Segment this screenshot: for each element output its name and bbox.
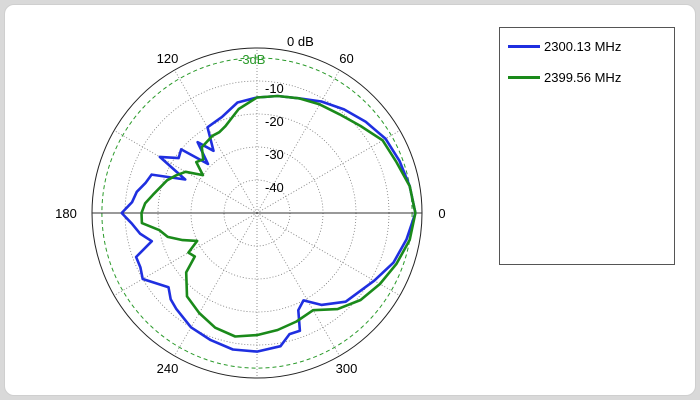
ring-label-4: -40 [265, 180, 284, 195]
angle-label-120: 120 [157, 51, 179, 66]
legend-label-series-2: 2399.56 MHz [544, 69, 622, 85]
grid-spoke-150 [113, 130, 258, 214]
angle-label-240: 240 [157, 361, 179, 376]
grid-spoke-300 [256, 212, 340, 357]
angle-label-60: 60 [339, 51, 353, 66]
ring-label-2: -20 [265, 114, 284, 129]
grid-spoke-120 [174, 69, 258, 214]
ring-label-3: -30 [265, 147, 284, 162]
ring-label-0db: 0 dB [287, 34, 314, 49]
grid-spoke-240 [174, 212, 258, 357]
legend-swatch-series-2 [508, 75, 540, 79]
series-line-2 [140, 94, 417, 338]
angle-label-300: 300 [336, 361, 358, 376]
grid-spoke-30 [256, 130, 401, 214]
reference-label: -3dB [238, 52, 265, 67]
grid-spoke-210 [113, 212, 258, 296]
legend-swatch-series-1 [508, 44, 540, 48]
angle-label-0: 0 [438, 206, 445, 221]
grid-spoke-60 [256, 69, 340, 214]
angle-label-180: 180 [55, 206, 77, 221]
ring-label-1: -10 [265, 81, 284, 96]
legend-item-series-2: 2399.56 MHz [508, 68, 621, 86]
legend: 2300.13 MHz 2399.56 MHz [499, 27, 675, 265]
legend-label-series-1: 2300.13 MHz [544, 38, 622, 54]
grid-spoke-330 [256, 212, 401, 296]
polar-plot: 0 60 120 180 240 300 -10 -20 -30 -40 0 dB -3dB [55, 34, 446, 379]
chart-frame: 0 60 120 180 240 300 -10 -20 -30 -40 0 dB -3dB 2300… [4, 4, 696, 396]
legend-item-series-1: 2300.13 MHz [508, 37, 621, 55]
